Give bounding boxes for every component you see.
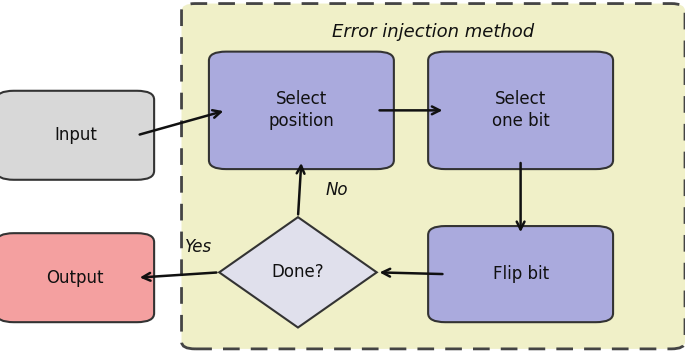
Text: Yes: Yes bbox=[185, 239, 212, 256]
FancyBboxPatch shape bbox=[182, 4, 685, 349]
Text: Output: Output bbox=[47, 269, 104, 287]
FancyBboxPatch shape bbox=[428, 226, 613, 322]
Text: No: No bbox=[325, 181, 348, 199]
Text: Flip bit: Flip bit bbox=[493, 265, 549, 283]
FancyBboxPatch shape bbox=[0, 91, 154, 180]
FancyBboxPatch shape bbox=[428, 52, 613, 169]
Text: Error injection method: Error injection method bbox=[332, 23, 534, 41]
Text: Input: Input bbox=[54, 126, 97, 144]
FancyBboxPatch shape bbox=[0, 233, 154, 322]
Text: Select
position: Select position bbox=[269, 90, 334, 130]
FancyBboxPatch shape bbox=[209, 52, 394, 169]
Text: Select
one bit: Select one bit bbox=[492, 90, 549, 130]
Polygon shape bbox=[219, 217, 377, 328]
Text: Done?: Done? bbox=[272, 263, 324, 281]
